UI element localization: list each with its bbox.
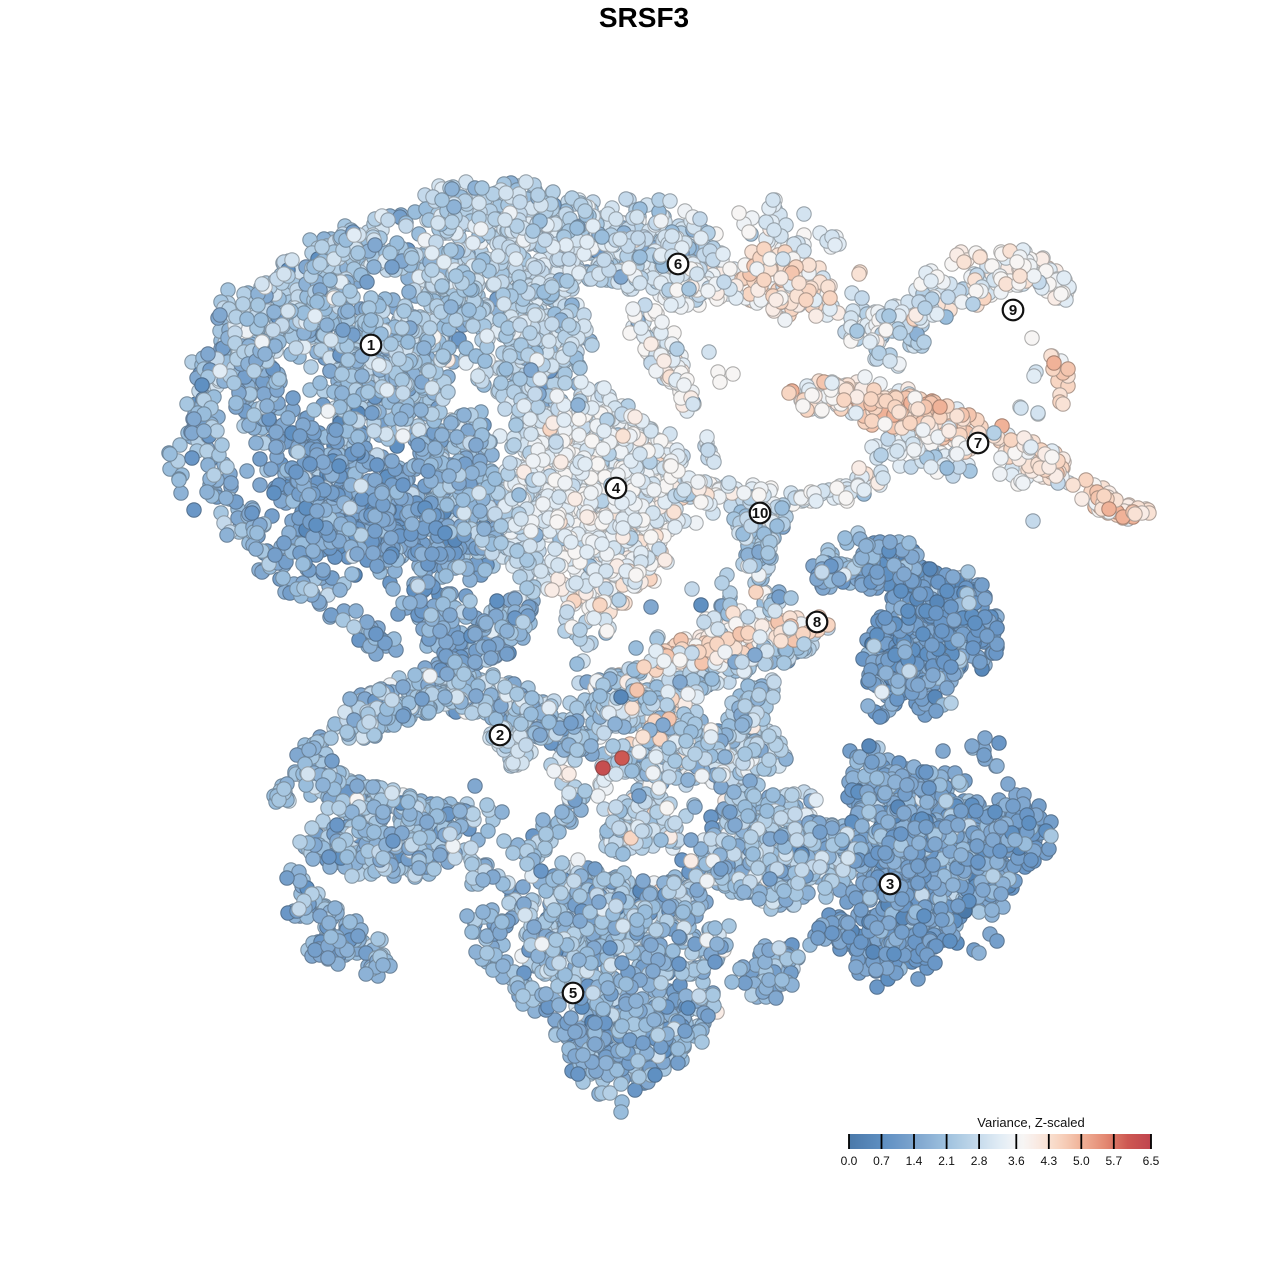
- svg-text:SRSF3: SRSF3: [599, 2, 689, 33]
